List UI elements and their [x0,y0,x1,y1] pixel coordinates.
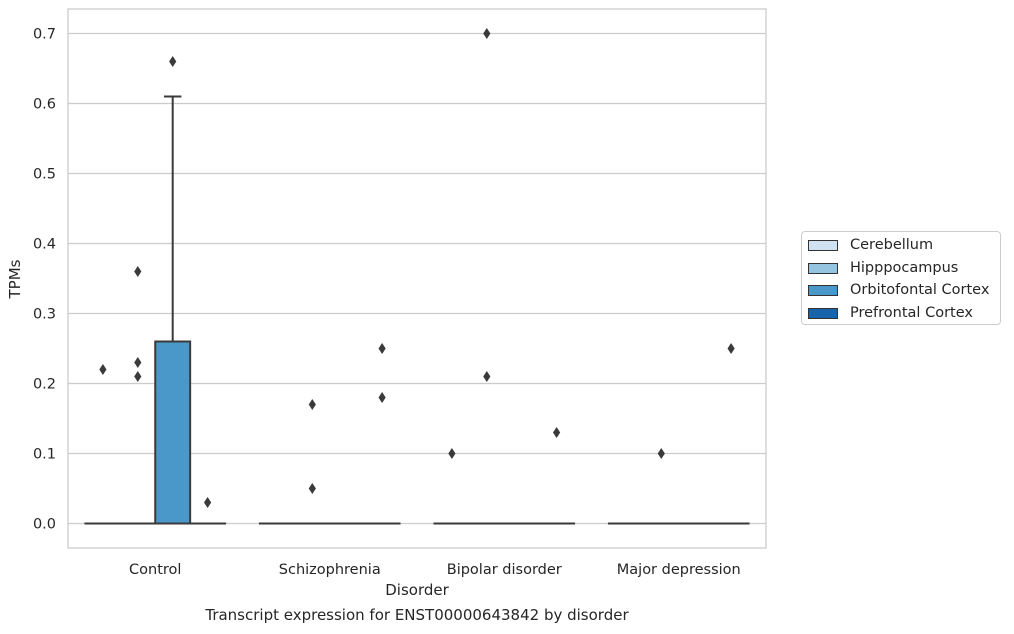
y-tick-label-4: 0.4 [33,237,56,253]
y-tick-label-0: 0.0 [33,517,56,533]
y-tick-label-6: 0.6 [33,97,56,113]
y-tick-label-1: 0.1 [33,447,56,463]
box-control-cerebellum-outlier-0 [99,364,107,375]
y-tick-label-2: 0.2 [33,377,56,393]
box-control-orbitofontal-cortex [154,340,192,525]
legend-swatch-hipppocampus [808,262,838,274]
box-control-hipppocampus-outlier-0 [134,266,142,277]
box-bipolar-disorder-prefrontal-cortex-outlier-0 [553,427,561,438]
legend-item-orbitofontal-cortex: Orbitofontal Cortex [808,281,989,299]
box-schizophrenia-prefrontal-cortex-outlier-0 [378,343,386,354]
y-tick-label-7: 0.7 [33,27,56,43]
legend-label-prefrontal-cortex: Prefrontal Cortex [850,305,973,321]
legend-swatch-orbitofontal-cortex [808,284,838,296]
box-major-depression-hipppocampus-outlier-0 [657,448,665,459]
box-schizophrenia-prefrontal-cortex-outlier-1 [378,392,386,403]
box-bipolar-disorder-hipppocampus-outlier-1 [483,371,491,382]
legend: Cerebellum Hipppocampus Orbitofontal Cor… [801,231,1001,325]
box-control-hipppocampus-outlier-2 [134,371,142,382]
y-tick-label-5: 0.5 [33,167,56,183]
box-bipolar-disorder-cerebellum-outlier-0 [448,448,456,459]
x-axis-label: Disorder [385,581,449,599]
box-bipolar-disorder-hipppocampus-outlier-0 [483,28,491,39]
y-tick-label-3: 0.3 [33,307,56,323]
box-control-orbitofontal-cortex-outlier-0 [169,56,177,67]
x-tick-label-bipolar-disorder: Bipolar disorder [447,562,562,578]
x-tick-label-schizophrenia: Schizophrenia [279,562,381,578]
boxes-layer [84,95,750,525]
x-tick-label-major-depression: Major depression [617,562,741,578]
box-control-prefrontal-cortex-outlier-0 [204,497,212,508]
legend-item-cerebellum: Cerebellum [808,236,933,254]
box-schizophrenia-hipppocampus-outlier-1 [308,483,316,494]
plot-frame [67,8,767,549]
box-major-depression-prefrontal-cortex-outlier-0 [727,343,735,354]
y-tick-labels: 0.0 0.1 0.2 0.3 0.4 0.5 0.6 0.7 [33,27,56,533]
legend-swatch-cerebellum [808,239,838,251]
legend-label-hipppocampus: Hipppocampus [850,260,959,276]
legend-label-orbitofontal-cortex: Orbitofontal Cortex [850,282,990,298]
x-tick-label-control: Control [129,562,181,578]
outliers-layer [99,28,735,508]
legend-label-cerebellum: Cerebellum [850,237,934,253]
y-axis-label: TPMs [6,259,24,299]
x-tick-labels: Control Schizophrenia Bipolar disorder Majo… [129,562,741,578]
legend-swatch-prefrontal-cortex [808,307,838,319]
legend-item-prefrontal-cortex: Prefrontal Cortex [808,304,973,322]
box-control-hipppocampus-outlier-1 [134,357,142,368]
box-schizophrenia-hipppocampus-outlier-0 [308,399,316,410]
chart-caption: Transcript expression for ENST0000064384… [205,606,629,624]
legend-item-hipppocampus: Hipppocampus [808,259,958,277]
